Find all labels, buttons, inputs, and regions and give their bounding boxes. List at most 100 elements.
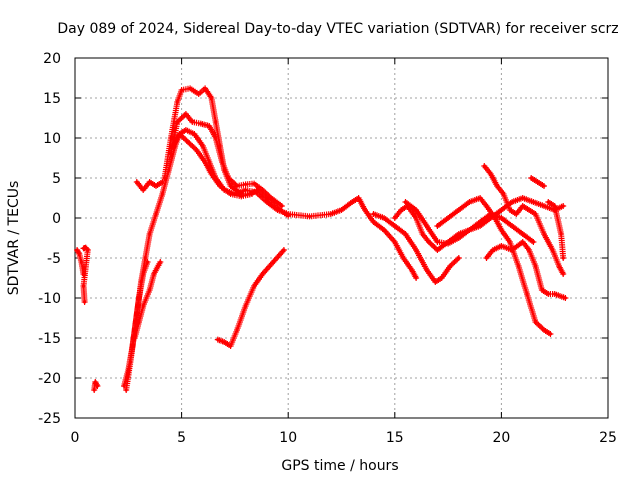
- data-point: [363, 208, 367, 212]
- data-point: [152, 272, 156, 276]
- data-point: [467, 228, 472, 232]
- data-point: [356, 196, 361, 200]
- data-point: [531, 240, 535, 244]
- x-tick-label: 0: [71, 430, 80, 446]
- data-point: [197, 92, 201, 96]
- data-point: [420, 232, 425, 236]
- data-point: [261, 188, 265, 192]
- y-tick-label: 5: [52, 171, 61, 187]
- grid: [75, 58, 608, 418]
- y-tick-label: -25: [38, 411, 61, 427]
- data-point: [427, 240, 431, 244]
- data-point: [563, 296, 567, 300]
- data-point: [77, 252, 81, 256]
- data-point: [371, 220, 376, 224]
- data-point: [350, 200, 354, 204]
- data-point: [489, 216, 493, 220]
- data-point: [81, 284, 86, 288]
- y-tick-label: -5: [47, 251, 61, 267]
- data-point: [403, 200, 408, 204]
- y-tick-label: 0: [52, 211, 61, 227]
- plot-frame: [74, 57, 609, 419]
- data-point: [501, 192, 506, 196]
- data-point: [184, 128, 188, 132]
- x-tick-label: 15: [386, 430, 404, 446]
- data-point: [329, 212, 333, 216]
- data-point: [84, 246, 88, 250]
- data-point: [148, 180, 152, 184]
- data-point: [559, 232, 563, 236]
- data-point: [75, 248, 79, 252]
- data-point: [269, 196, 273, 200]
- data-point: [516, 264, 521, 268]
- data-point: [557, 264, 561, 268]
- series-arc-c: [91, 379, 101, 393]
- data-point: [92, 388, 96, 392]
- x-tick-label: 10: [279, 430, 297, 446]
- data-point: [533, 264, 538, 268]
- data-point: [491, 248, 495, 252]
- data-point: [542, 184, 546, 188]
- data-point: [190, 120, 194, 124]
- data-point: [194, 148, 199, 152]
- data-point: [489, 172, 493, 176]
- data-point: [393, 224, 397, 228]
- data-point: [307, 214, 312, 218]
- data-point: [561, 204, 565, 208]
- data-point: [499, 208, 503, 212]
- data-point: [148, 232, 152, 236]
- data-point: [435, 248, 440, 252]
- data-point: [175, 100, 179, 104]
- data-point: [425, 224, 429, 228]
- data-point: [457, 256, 461, 260]
- data-point: [546, 292, 550, 296]
- data-point: [158, 260, 162, 264]
- data-point: [410, 268, 414, 272]
- data-point: [478, 224, 482, 228]
- data-point: [184, 112, 188, 116]
- data-point: [478, 220, 482, 224]
- data-point: [216, 338, 220, 342]
- data-point: [399, 208, 403, 212]
- series-group: [74, 85, 569, 393]
- data-point: [145, 260, 150, 264]
- data-point: [169, 152, 173, 156]
- data-point: [542, 204, 546, 208]
- data-point: [137, 296, 141, 300]
- y-tick-label: 20: [43, 51, 61, 67]
- data-point: [499, 216, 503, 220]
- data-point: [414, 216, 418, 220]
- data-point: [403, 232, 408, 236]
- data-point: [527, 248, 531, 252]
- data-point: [250, 192, 254, 196]
- data-point: [186, 140, 190, 144]
- data-point: [525, 292, 529, 296]
- series-late-3: [402, 199, 537, 247]
- data-point: [510, 248, 514, 252]
- x-tick-label: 20: [492, 430, 510, 446]
- data-point: [143, 256, 147, 260]
- data-point: [533, 320, 538, 324]
- series-late-8: [545, 199, 567, 261]
- data-point: [162, 176, 167, 180]
- data-point: [82, 300, 87, 304]
- data-point: [239, 194, 243, 198]
- data-point: [467, 200, 472, 204]
- data-point: [95, 384, 99, 388]
- data-point: [286, 214, 290, 218]
- data-point: [401, 256, 405, 260]
- series-late-2: [370, 211, 462, 285]
- data-point: [482, 164, 486, 168]
- data-point: [499, 228, 503, 232]
- data-point: [457, 236, 461, 240]
- data-point: [484, 256, 489, 260]
- data-point: [393, 216, 397, 220]
- data-point: [533, 212, 538, 216]
- data-point: [275, 206, 280, 210]
- data-point: [243, 304, 248, 308]
- data-point: [214, 120, 218, 124]
- data-point: [440, 276, 444, 280]
- data-point: [86, 248, 90, 252]
- data-point: [160, 180, 165, 184]
